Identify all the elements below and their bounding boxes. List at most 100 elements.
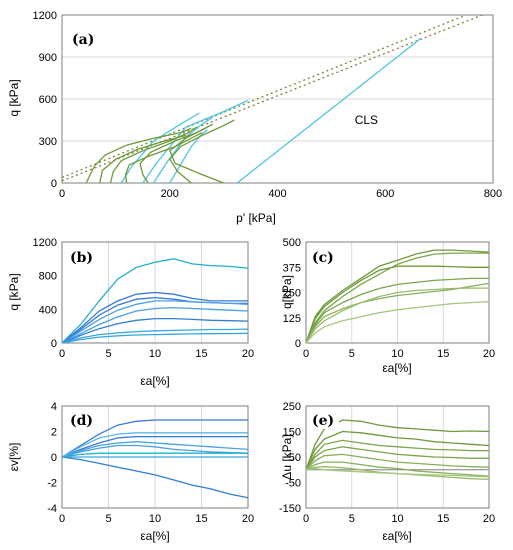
x-tick-label: 0 <box>59 513 65 525</box>
y-tick-label: -4 <box>47 503 57 515</box>
x-tick-label: 5 <box>105 513 111 525</box>
panel-b: 0 5 10 15 20 0 400 800 1200 εa[%] q [kPa] (b) <box>7 237 254 388</box>
y-tick-label: 0 <box>51 178 57 190</box>
x-tick-label: 20 <box>483 348 495 360</box>
series-line <box>61 435 248 458</box>
series-line <box>305 446 489 471</box>
series-line <box>168 119 235 184</box>
series-line <box>61 291 248 344</box>
x-tick-label: 0 <box>59 188 65 200</box>
y-tick-label: 900 <box>39 52 57 64</box>
y-tick-label: 250 <box>283 288 301 300</box>
series-line <box>142 99 249 184</box>
x-tick-label: 200 <box>161 188 179 200</box>
x-tick-label: 15 <box>195 513 207 525</box>
series-line <box>305 265 489 344</box>
panel-a: 0 200 400 600 800 0 300 600 900 1200 CLS p' [kPa] q … <box>7 10 502 225</box>
panel-tag-background <box>309 249 339 266</box>
x-tick-label: 5 <box>349 348 355 360</box>
x-tick-label: 5 <box>349 513 355 525</box>
y-tick-label: 4 <box>51 401 57 413</box>
y-axis-label: Δu [kPa] <box>280 434 294 479</box>
x-axis-label: εa[%] <box>382 529 411 543</box>
x-tick-label: 10 <box>149 348 161 360</box>
y-tick-label: 0 <box>51 338 57 350</box>
series-line <box>305 252 489 344</box>
x-tick-label: 15 <box>437 513 449 525</box>
y-tick-label: 1200 <box>33 237 57 249</box>
y-tick-label: 125 <box>283 313 301 325</box>
series-line <box>109 126 198 184</box>
series-line <box>305 300 490 344</box>
plot-frame <box>61 14 494 184</box>
series-line <box>153 116 214 184</box>
series-line <box>120 112 200 184</box>
panel-d: 0 5 10 15 20 -4 -2 0 2 4 εa[%] εv[%] (d) <box>7 401 254 543</box>
series-line <box>61 432 248 458</box>
series-line <box>61 317 249 344</box>
series-line <box>85 127 192 184</box>
x-tick-label: 0 <box>303 513 309 525</box>
panel-tag-background <box>309 412 339 429</box>
series-line <box>61 328 249 344</box>
series-line <box>236 38 421 184</box>
series-line <box>124 132 203 184</box>
y-tick-label: 400 <box>39 304 57 316</box>
y-tick-label: 1200 <box>33 10 57 22</box>
panel-tag: (e) <box>312 413 334 429</box>
x-axis-label: p' [kPa] <box>236 211 276 225</box>
x-tick-label: 20 <box>242 513 254 525</box>
series-line <box>305 419 490 471</box>
panel-tag: (a) <box>72 32 94 48</box>
x-tick-label: 0 <box>59 348 65 360</box>
series-line <box>305 287 489 344</box>
plot-frame <box>61 241 249 344</box>
y-axis-label: q [kPa] <box>7 273 21 310</box>
x-tick-label: 15 <box>437 348 449 360</box>
y-tick-label: 0 <box>51 452 57 464</box>
y-tick-label: 600 <box>39 94 57 106</box>
series-line <box>61 452 248 458</box>
x-axis-label: εa[%] <box>140 529 169 543</box>
x-axis-label: εa[%] <box>382 361 411 375</box>
series-line <box>169 123 224 184</box>
y-tick-label: 500 <box>283 237 301 249</box>
panel-tag: (d) <box>70 413 93 429</box>
plot-frame <box>305 405 490 509</box>
series-line <box>61 306 249 344</box>
series-line <box>305 453 490 471</box>
x-axis-label: εa[%] <box>140 374 169 388</box>
series-line <box>61 14 483 182</box>
series-line <box>305 461 490 477</box>
panel-tag: (c) <box>312 250 334 266</box>
plot-frame <box>305 241 490 344</box>
series-line <box>61 258 249 344</box>
panel-tag-background <box>67 412 97 429</box>
y-tick-label: -2 <box>47 478 57 490</box>
series-line <box>61 441 249 458</box>
y-tick-label: 300 <box>39 136 57 148</box>
x-tick-label: 400 <box>268 188 286 200</box>
y-tick-label: -50 <box>285 478 301 490</box>
panel-tag-background <box>69 31 99 48</box>
series-line <box>61 332 249 344</box>
series-line <box>61 300 249 344</box>
x-tick-label: 800 <box>484 188 502 200</box>
panel-tag: (b) <box>70 250 93 266</box>
x-tick-label: 600 <box>376 188 394 200</box>
x-tick-label: 20 <box>242 348 254 360</box>
y-tick-label: 2 <box>51 427 57 439</box>
y-tick-label: 375 <box>283 262 301 274</box>
series-line <box>61 419 248 458</box>
series-line <box>305 277 489 344</box>
x-tick-label: 20 <box>483 513 495 525</box>
panel-e: 0 5 10 15 20 -150 -50 50 150 250 εa[%] Δu [kPa] (e) <box>279 401 495 543</box>
x-tick-label: 10 <box>391 348 403 360</box>
x-tick-label: 0 <box>303 348 309 360</box>
y-axis-label: q [kPa] <box>7 79 21 116</box>
series-line <box>305 430 490 471</box>
series-line <box>305 439 489 471</box>
series-line <box>305 467 490 478</box>
series-line <box>305 249 490 344</box>
